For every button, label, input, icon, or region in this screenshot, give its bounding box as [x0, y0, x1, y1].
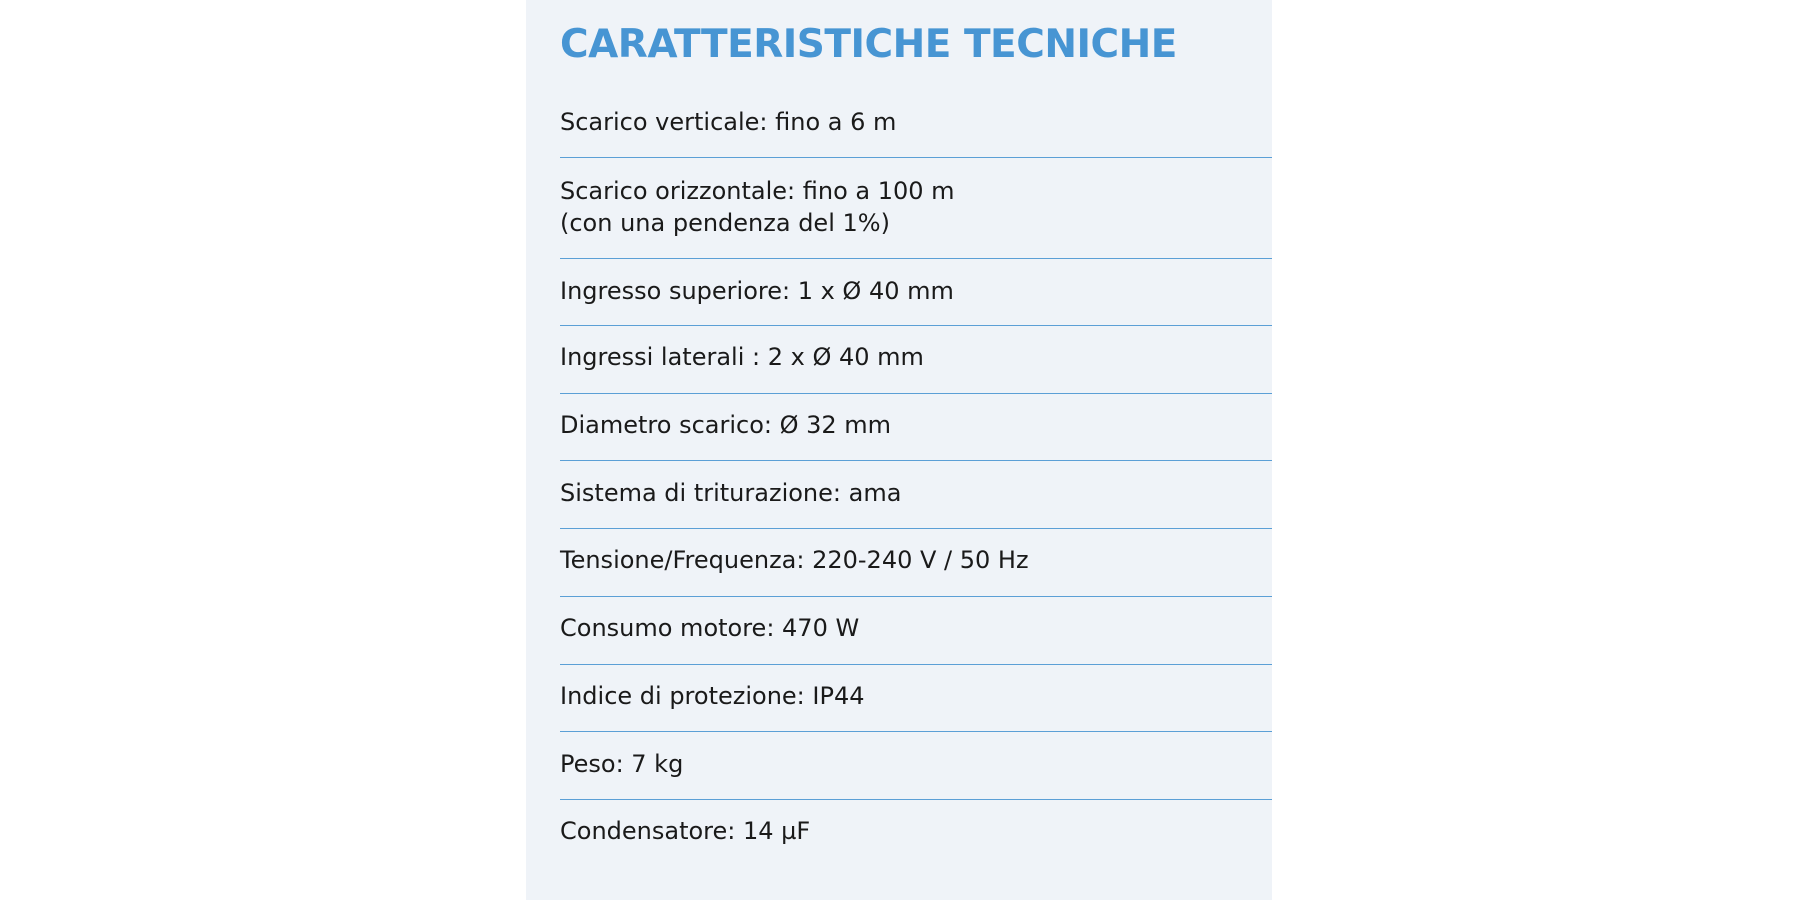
- divider: [560, 799, 1272, 800]
- spec-row: Indice di protezione: IP44: [560, 682, 865, 710]
- spec-row: Ingressi laterali : 2 x Ø 40 mm: [560, 343, 924, 371]
- divider: [560, 596, 1272, 597]
- spec-row: Peso: 7 kg: [560, 750, 684, 778]
- divider: [560, 664, 1272, 665]
- divider: [560, 393, 1272, 394]
- spec-row: Scarico verticale: fino a 6 m: [560, 108, 897, 136]
- divider: [560, 157, 1272, 158]
- spec-row: Tensione/Frequenza: 220-240 V / 50 Hz: [560, 546, 1029, 574]
- divider: [560, 528, 1272, 529]
- divider: [560, 258, 1272, 259]
- section-title: CARATTERISTICHE TECNICHE: [560, 22, 1177, 67]
- divider: [560, 731, 1272, 732]
- divider: [560, 460, 1272, 461]
- spec-row: Scarico orizzontale: fino a 100 m: [560, 177, 955, 205]
- spec-row: Condensatore: 14 µF: [560, 817, 811, 845]
- spec-row: Diametro scarico: Ø 32 mm: [560, 411, 892, 439]
- spec-row-continued: (con una pendenza del 1%): [560, 209, 890, 237]
- spec-row: Ingresso superiore: 1 x Ø 40 mm: [560, 277, 954, 305]
- spec-row: Consumo motore: 470 W: [560, 614, 860, 642]
- specs-panel: [526, 0, 1272, 900]
- divider: [560, 325, 1272, 326]
- spec-row: Sistema di triturazione: ama: [560, 479, 902, 507]
